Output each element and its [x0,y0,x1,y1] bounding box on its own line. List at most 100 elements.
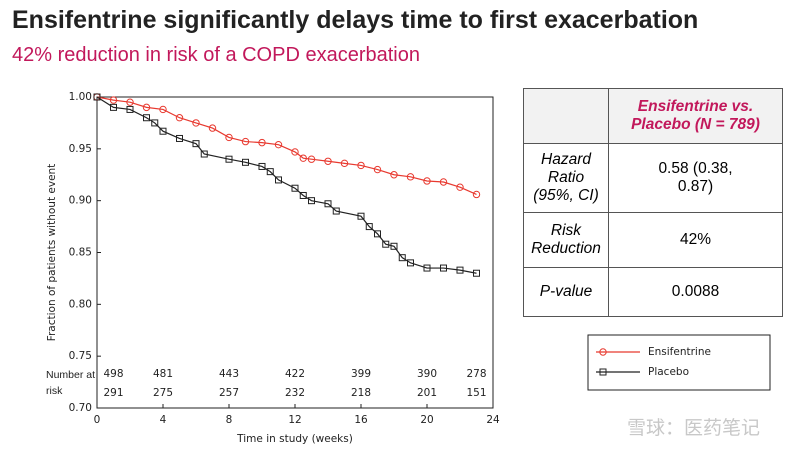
point-marker [143,114,150,122]
results-table: Ensifentrine vs. Placebo (N = 789) Hazar… [523,88,783,317]
row-label: Hazard Ratio (95%, CI) [523,143,609,213]
plot-frame [96,96,494,409]
at-risk-count: 278 [466,368,486,380]
table-header: Ensifentrine vs. Placebo (N = 789) [608,88,783,144]
point-marker [407,259,414,267]
point-marker [109,96,118,104]
legend-box [587,334,771,391]
point-marker [456,266,464,274]
y-tick-label: 0.80 [69,298,92,310]
point-marker [299,191,307,199]
x-tick-label: 8 [226,414,233,426]
point-marker [308,197,315,205]
point-marker [126,105,134,113]
y-axis-label: Fraction of patients without event [46,164,58,342]
km-curve [96,96,477,195]
point-marker [110,103,117,111]
at-risk-count: 218 [351,387,371,399]
point-marker [390,242,398,250]
y-tick-label: 0.70 [69,402,92,414]
x-tick-label: 24 [486,414,500,426]
y-tick-label: 0.85 [69,247,92,259]
x-tick-label: 4 [160,414,167,426]
km-curve [96,96,477,274]
at-risk-count: 422 [285,368,305,380]
legend-label: Ensifentrine [648,346,711,358]
row-value: 0.0088 [608,267,783,317]
point-marker [159,105,167,114]
slide-title: Ensifentrine significantly delays time t… [12,6,699,34]
point-marker [242,158,249,166]
y-tick-label: 0.95 [69,143,92,155]
point-marker [142,103,151,112]
point-marker [151,119,159,127]
point-marker [398,254,406,262]
point-marker [423,264,431,272]
point-marker [241,137,250,146]
row-value: 0.58 (0.38, 0.87) [608,143,783,213]
point-marker [299,154,307,162]
point-marker [274,140,283,149]
point-marker [365,223,373,231]
at-risk-label: Number at risk [46,369,96,397]
watermark: 雪球：医药笔记 [626,418,760,439]
point-marker [324,200,332,208]
x-tick-label: 0 [94,414,101,426]
point-marker [373,165,382,174]
point-marker [472,190,481,199]
row-value: 42% [608,212,783,268]
at-risk-count: 151 [466,387,486,399]
point-marker [258,138,266,147]
point-marker [423,177,431,185]
at-risk-count: 291 [103,387,123,399]
point-marker [382,240,390,248]
x-tick-label: 20 [420,414,433,426]
point-marker [473,269,480,277]
point-marker [291,184,299,192]
x-tick-label: 12 [288,414,301,426]
point-marker [439,178,448,186]
point-marker [324,157,332,165]
legend-marker [599,348,607,356]
point-marker [440,264,447,272]
point-marker [126,98,134,106]
point-marker [390,171,398,179]
at-risk-count: 201 [417,387,437,399]
at-risk-count: 257 [219,387,239,399]
legend-marker [599,368,607,376]
point-marker [456,183,464,191]
at-risk-count: 481 [153,368,173,380]
point-marker [225,133,233,142]
cell-text: 0.58 (0.38, 0.87) [658,160,733,195]
row-label: Risk Reduction [523,212,609,268]
y-tick-label: 1.00 [69,91,92,103]
at-risk-count: 498 [103,368,123,380]
point-marker [175,114,184,122]
at-risk-count: 275 [153,387,173,399]
at-risk-count: 443 [219,368,239,380]
point-marker [357,212,365,220]
point-marker [266,168,274,176]
point-marker [374,230,381,238]
x-tick-label: 16 [354,414,368,426]
table-cell [523,88,609,144]
legend-label: Placebo [648,366,689,378]
point-marker [192,140,200,148]
point-marker [93,93,101,101]
point-marker [357,161,365,170]
at-risk-count: 232 [285,387,305,399]
row-label: P-value [523,267,609,317]
point-marker [307,155,316,163]
slide-subtitle: 42% reduction in risk of a COPD exacerba… [12,44,420,66]
y-tick-label: 0.90 [69,195,92,207]
point-marker [340,159,349,168]
point-marker [176,134,183,142]
at-risk-count: 390 [417,368,437,380]
point-marker [258,162,266,170]
x-axis-label: Time in study (weeks) [236,433,353,445]
point-marker [208,124,217,132]
point-marker [332,207,340,215]
point-marker [200,150,208,158]
